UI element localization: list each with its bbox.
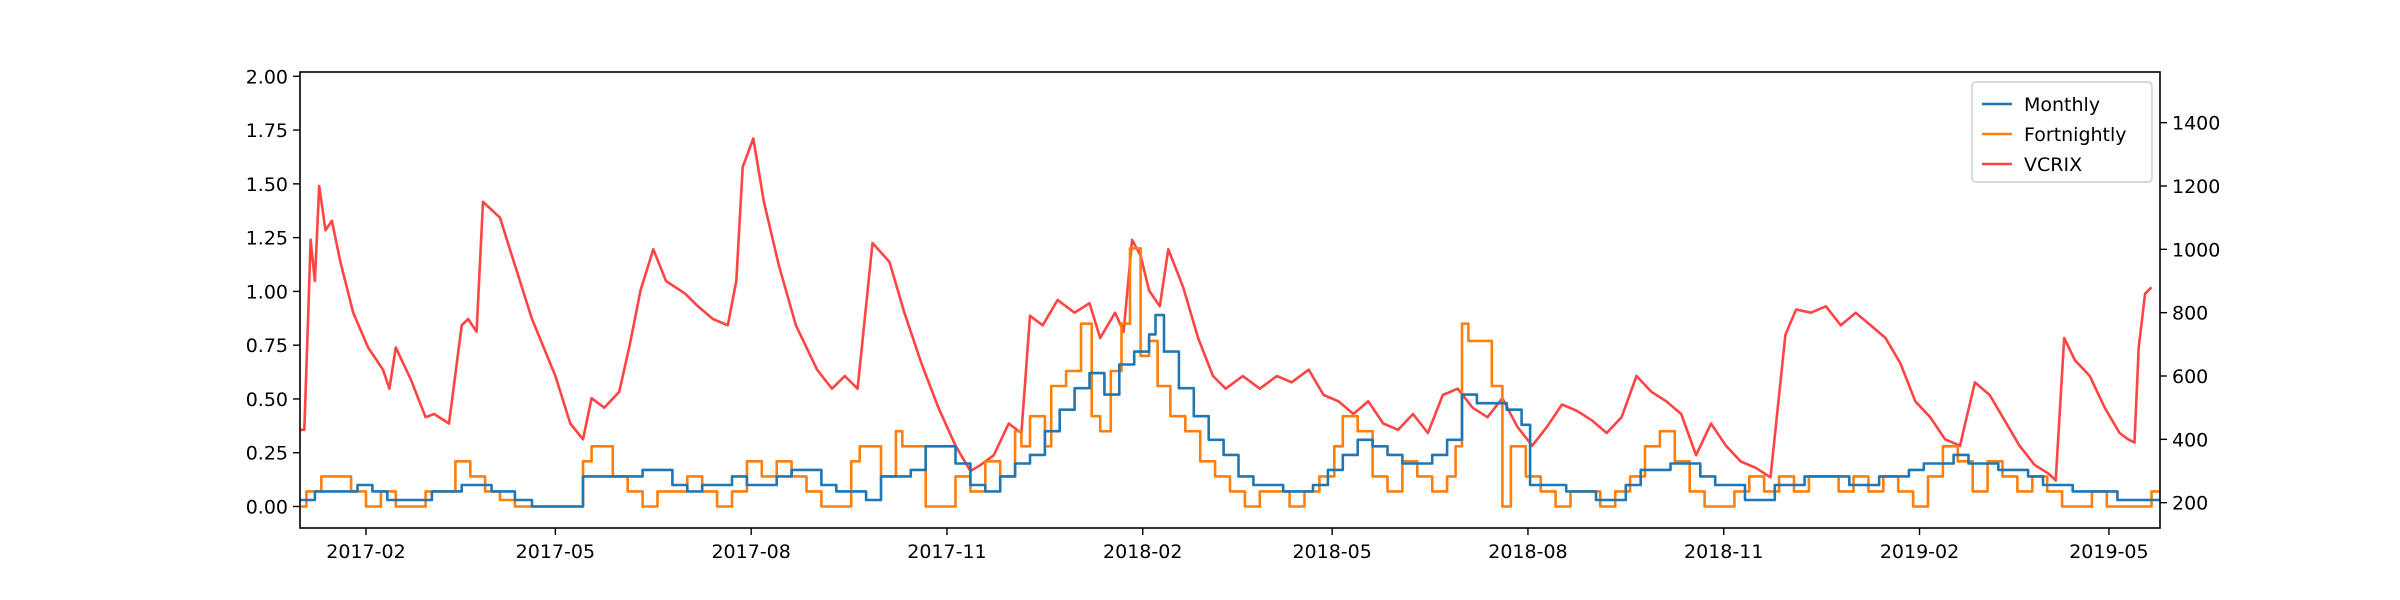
x-tick-label: 2017-08 [711, 541, 790, 563]
x-tick-label: 2018-08 [1488, 541, 1567, 563]
x-tick-label: 2018-11 [1684, 541, 1763, 563]
x-tick-label: 2017-11 [907, 541, 986, 563]
y-tick-label: 1.25 [246, 228, 288, 250]
x-tick-label: 2018-02 [1103, 541, 1182, 563]
legend-box [1971, 81, 2153, 183]
y2-tick-label: 800 [2172, 303, 2208, 325]
series-line-fortnightly [300, 247, 2160, 508]
y-tick-label: 1.50 [246, 174, 288, 196]
y-tick-label: 0.00 [246, 496, 288, 518]
y-tick-label: 2.00 [246, 66, 288, 88]
x-tick-label: 2017-05 [516, 541, 595, 563]
x-axis: 2017-02 2017-05 2017-08 2017-11 2018-02 2018-… [326, 528, 2149, 563]
y2-tick-label: 1200 [2172, 176, 2220, 198]
y-tick-label: 1.75 [246, 120, 288, 142]
legend: Monthly Fortnightly VCRIX [1971, 81, 2153, 183]
series-line-vcrix [300, 137, 2153, 482]
y2-tick-label: 400 [2172, 429, 2208, 451]
series-line-monthly [300, 313, 2160, 508]
x-tick-label: 2018-05 [1292, 541, 1371, 563]
y2-tick-label: 1400 [2172, 113, 2220, 135]
legend-label-fortnightly: Fortnightly [2024, 124, 2127, 146]
x-tick-label: 2019-02 [1880, 541, 1959, 563]
y-axis-left: 0.00 0.25 0.50 0.75 1.00 1.25 1.50 1.75 2.00 [246, 66, 300, 518]
y-tick-label: 0.75 [246, 335, 288, 357]
legend-label-vcrix: VCRIX [2024, 154, 2082, 176]
y-axis-right: 200 400 600 800 1000 1200 1400 [2160, 113, 2220, 515]
y-tick-label: 0.25 [246, 443, 288, 465]
y2-tick-label: 200 [2172, 493, 2208, 515]
axes-frame [299, 71, 2161, 529]
y-tick-label: 1.00 [246, 281, 288, 303]
y-tick-label: 0.50 [246, 389, 288, 411]
y2-tick-label: 600 [2172, 366, 2208, 388]
x-tick-label: 2017-02 [326, 541, 405, 563]
x-tick-label: 2019-05 [2069, 541, 2148, 563]
legend-label-monthly: Monthly [2024, 94, 2100, 116]
y2-tick-label: 1000 [2172, 239, 2220, 261]
plot-area [300, 137, 2160, 508]
